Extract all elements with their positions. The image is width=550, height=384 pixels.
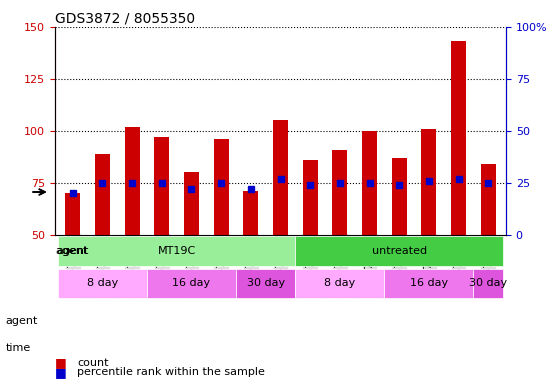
FancyBboxPatch shape <box>147 269 236 298</box>
Bar <box>332 149 347 235</box>
Text: ■: ■ <box>55 366 67 379</box>
FancyBboxPatch shape <box>384 269 474 298</box>
Text: GDS3872 / 8055350: GDS3872 / 8055350 <box>55 12 195 26</box>
FancyBboxPatch shape <box>58 269 147 298</box>
FancyBboxPatch shape <box>295 237 503 266</box>
Bar <box>273 121 288 235</box>
Text: agent: agent <box>56 246 88 256</box>
Text: count: count <box>77 358 108 368</box>
Text: 16 day: 16 day <box>410 278 448 288</box>
Text: agent: agent <box>57 246 89 256</box>
Bar <box>302 160 317 235</box>
Bar <box>125 127 140 235</box>
Text: ■: ■ <box>55 356 67 369</box>
Bar <box>65 193 80 235</box>
FancyBboxPatch shape <box>236 269 295 298</box>
Bar <box>362 131 377 235</box>
Text: agent: agent <box>6 316 38 326</box>
Bar <box>451 41 466 235</box>
Text: 30 day: 30 day <box>469 278 507 288</box>
Bar <box>214 139 229 235</box>
Text: untreated: untreated <box>372 246 427 256</box>
Text: 8 day: 8 day <box>324 278 355 288</box>
Bar <box>481 164 496 235</box>
Text: 30 day: 30 day <box>246 278 285 288</box>
Text: time: time <box>6 343 31 353</box>
Bar <box>421 129 436 235</box>
Text: MT19C: MT19C <box>157 246 196 256</box>
FancyBboxPatch shape <box>58 237 295 266</box>
Text: percentile rank within the sample: percentile rank within the sample <box>77 367 265 377</box>
Bar <box>184 172 199 235</box>
Bar <box>95 154 110 235</box>
Bar <box>244 191 258 235</box>
Text: 16 day: 16 day <box>172 278 211 288</box>
Bar <box>155 137 169 235</box>
FancyBboxPatch shape <box>474 269 503 298</box>
Bar <box>392 158 406 235</box>
Text: 8 day: 8 day <box>87 278 118 288</box>
FancyBboxPatch shape <box>295 269 384 298</box>
